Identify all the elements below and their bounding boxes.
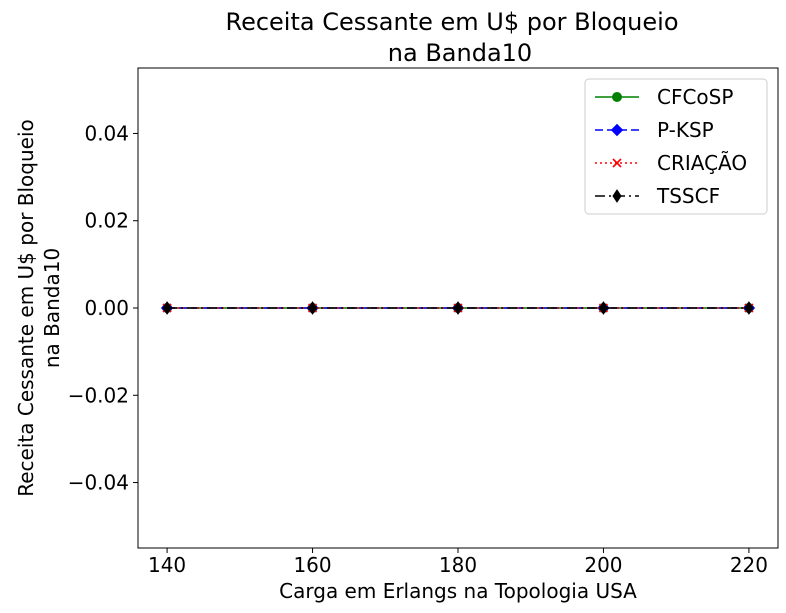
legend-item: CRIAÇÃO xyxy=(595,151,747,175)
y-tick-label: 0.00 xyxy=(84,296,129,320)
data-point xyxy=(744,301,754,315)
x-tick-label: 220 xyxy=(730,553,768,577)
data-point xyxy=(598,301,609,315)
legend-item: CFCoSP xyxy=(595,85,733,109)
series-tsscf xyxy=(162,301,754,315)
data-point xyxy=(307,301,318,315)
chart-title-line-2: na Banda10 xyxy=(388,39,532,67)
x-tick-label: 180 xyxy=(439,553,477,577)
y-tick-label: −0.02 xyxy=(68,383,129,407)
x-axis-label: Carga em Erlangs na Topologia USA xyxy=(279,579,637,603)
data-point xyxy=(453,301,463,315)
legend-item: TSSCF xyxy=(595,184,720,208)
legend-label: CFCoSP xyxy=(657,85,733,109)
y-tick-label: 0.04 xyxy=(84,121,129,145)
y-tick-label: 0.02 xyxy=(84,209,129,233)
plot-area xyxy=(160,301,756,315)
legend-marker xyxy=(610,123,624,137)
x-tick-label: 140 xyxy=(148,553,186,577)
y-axis-label: Receita Cessante em U$ por Bloqueio na B… xyxy=(14,119,64,497)
legend-marker xyxy=(612,92,622,102)
axes-frame xyxy=(137,67,779,549)
legend-marker xyxy=(612,158,622,168)
x-tick-label: 200 xyxy=(584,553,622,577)
chart-title-line-1: Receita Cessante em U$ por Bloqueio xyxy=(225,8,678,36)
legend-label: TSSCF xyxy=(656,184,720,208)
y-tick-label: −0.04 xyxy=(68,471,129,495)
legend-label: P-KSP xyxy=(657,118,714,142)
legend: CFCoSP P-KSP CRIAÇÃO TSSCF xyxy=(584,78,768,215)
x-axis-ticks: 140 160 180 200 220 xyxy=(148,548,768,577)
x-tick-label: 160 xyxy=(293,553,331,577)
legend-marker xyxy=(612,189,622,203)
y-axis-label-line-2: na Banda10 xyxy=(40,248,64,368)
data-point xyxy=(162,301,172,315)
legend-label: CRIAÇÃO xyxy=(657,151,747,175)
legend-box xyxy=(584,78,768,215)
y-axis-ticks: −0.04 −0.02 0.00 0.02 0.04 xyxy=(68,121,138,495)
y-axis-label-line-1: Receita Cessante em U$ por Bloqueio xyxy=(14,119,38,497)
legend-item: P-KSP xyxy=(595,118,714,142)
